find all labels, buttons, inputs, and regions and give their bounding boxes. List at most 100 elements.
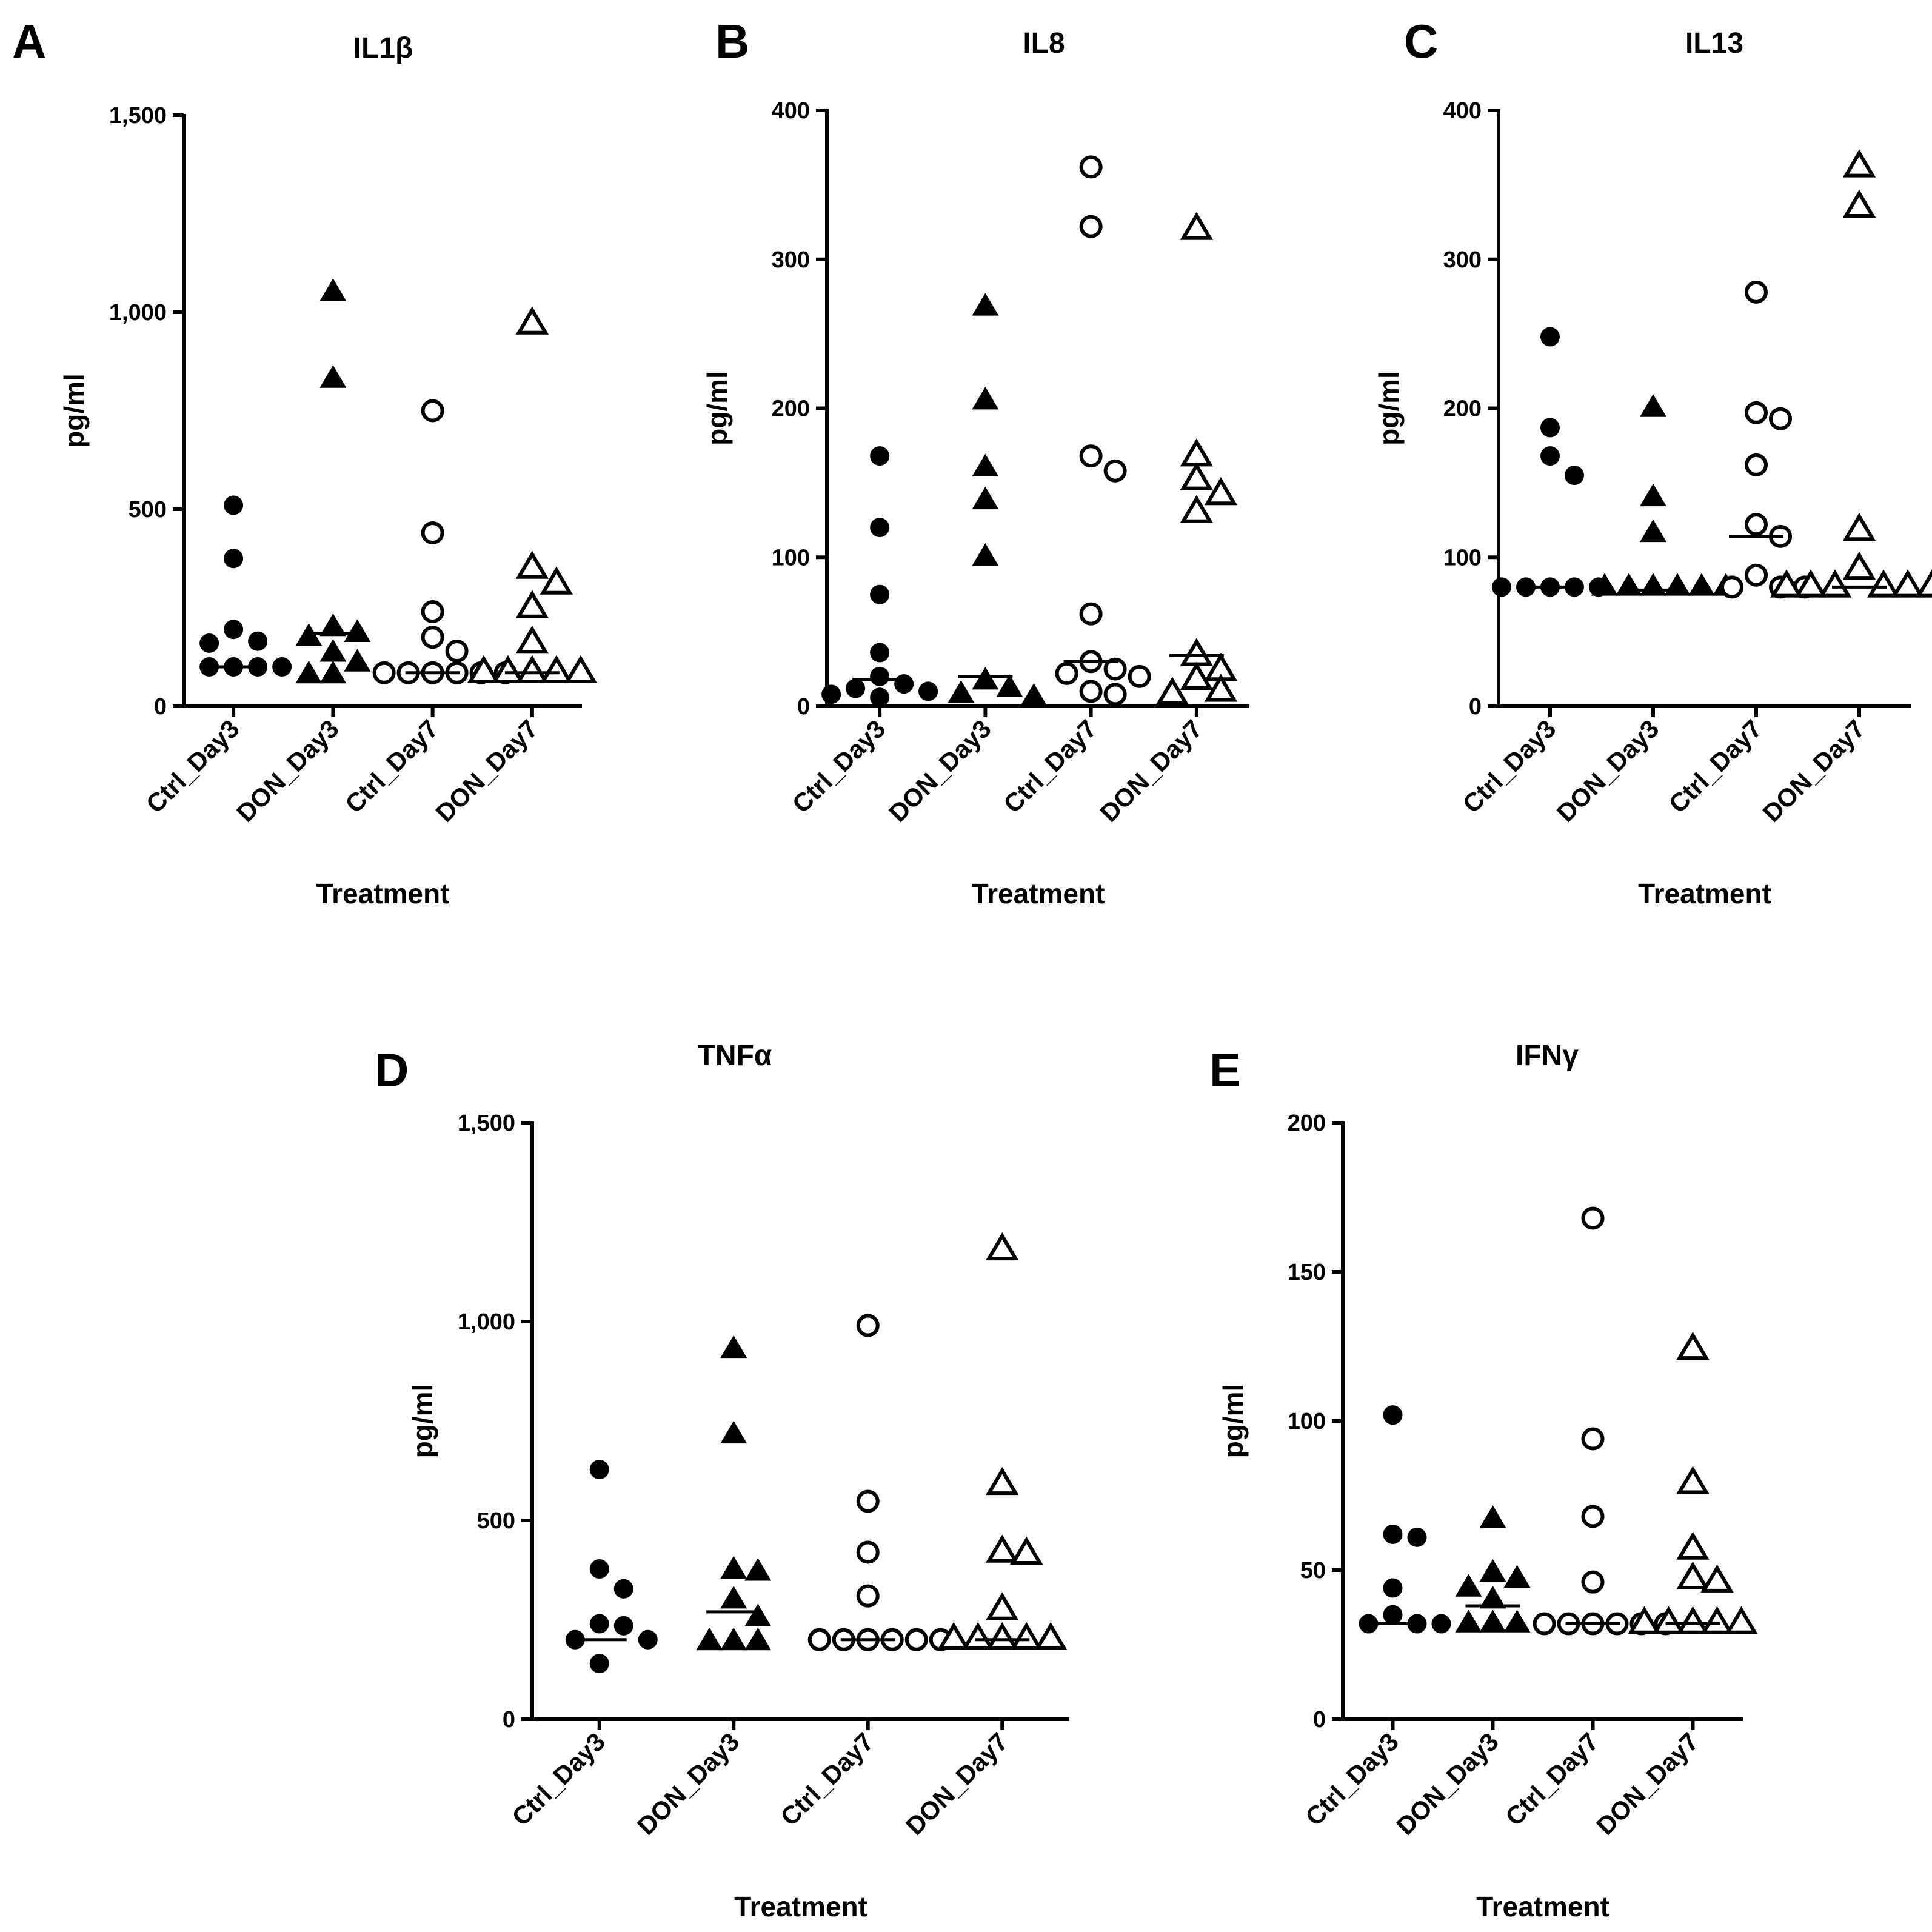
x-axis-title-e: Treatment	[1476, 1891, 1609, 1922]
data-point-c-don_day3	[1591, 573, 1618, 596]
data-point-c-ctrl_day7	[1745, 280, 1768, 304]
data-point-a-ctrl_day7	[421, 399, 444, 423]
category-label-d: DON_Day7	[900, 1727, 1014, 1840]
data-point-b-ctrl_day7	[1055, 661, 1078, 685]
data-point-e-don_day3	[1479, 1559, 1506, 1582]
data-point-b-don_day7	[1180, 495, 1214, 523]
data-point-e-ctrl_day7	[1581, 1427, 1605, 1451]
category-label-e: Ctrl_Day3	[1300, 1727, 1404, 1831]
panel-letter-d: D	[375, 1043, 409, 1097]
data-point-d-ctrl_day3	[589, 1614, 609, 1634]
category-label-b: DON_Day3	[883, 714, 997, 827]
y-tick-label-d: 1,500	[458, 1111, 515, 1136]
data-point-d-don_day7	[1010, 1622, 1043, 1651]
data-point-c-ctrl_day7	[1769, 407, 1792, 430]
chart-title-e: IFNγ	[1516, 1040, 1579, 1072]
y-tick-label-c: 300	[1443, 247, 1482, 273]
x-axis-title-b: Treatment	[972, 878, 1105, 909]
data-point-a-don_day7	[540, 655, 573, 683]
data-point-d-don_day7	[986, 1466, 1019, 1496]
data-point-c-don_day7	[1818, 569, 1852, 598]
y-tick-label-b: 100	[772, 545, 810, 570]
data-point-c-don_day3	[1640, 394, 1666, 417]
category-label-b: DON_Day7	[1094, 714, 1208, 827]
data-point-d-don_day7	[1010, 1536, 1043, 1565]
data-point-c-ctrl_day3	[1540, 327, 1560, 347]
category-label-c: Ctrl_Day3	[1457, 714, 1561, 818]
data-point-a-don_day7	[515, 655, 549, 683]
data-point-a-don_day7	[467, 655, 501, 683]
data-point-a-don_day3	[319, 639, 347, 662]
category-label-d: Ctrl_Day3	[506, 1727, 610, 1831]
data-point-c-don_day3	[1640, 573, 1666, 596]
data-point-d-don_day3	[744, 1627, 772, 1651]
data-point-a-don_day3	[295, 660, 323, 684]
data-point-a-don_day7	[515, 550, 549, 579]
data-point-e-don_day3	[1479, 1609, 1506, 1633]
data-point-a-ctrl_day7	[421, 600, 444, 623]
data-point-b-don_day7	[1155, 677, 1189, 705]
data-point-b-ctrl_day3	[870, 666, 890, 686]
y-tick-label-c: 400	[1443, 98, 1482, 124]
data-point-c-don_day3	[1616, 573, 1642, 596]
chart-title-a: IL1β	[353, 32, 413, 64]
data-point-b-ctrl_day7	[1079, 444, 1103, 468]
data-point-a-ctrl_day3	[199, 633, 219, 653]
data-point-a-ctrl_day3	[224, 549, 244, 569]
data-point-c-ctrl_day7	[1745, 563, 1768, 587]
data-point-b-ctrl_day3	[846, 678, 866, 698]
y-tick-label-b: 200	[772, 396, 810, 422]
data-point-e-don_day7	[1676, 1531, 1710, 1560]
data-point-e-don_day3	[1503, 1609, 1531, 1633]
x-axis-title-a: Treatment	[316, 878, 450, 909]
y-tick-label-e: 200	[1288, 1111, 1326, 1136]
data-point-d-ctrl_day3	[589, 1559, 609, 1579]
data-point-d-don_day7	[986, 1232, 1019, 1261]
category-label-d: DON_Day3	[632, 1727, 745, 1840]
data-point-e-don_day3	[1455, 1574, 1482, 1597]
data-point-d-don_day3	[720, 1556, 747, 1579]
data-point-e-ctrl_day3	[1407, 1527, 1427, 1547]
y-axis-title-e: pg/ml	[1217, 1384, 1249, 1459]
y-tick-label-e: 50	[1300, 1558, 1326, 1583]
data-point-d-ctrl_day7	[807, 1628, 831, 1651]
data-point-e-don_day7	[1676, 1466, 1710, 1494]
data-point-a-ctrl_day7	[372, 661, 396, 684]
y-tick-label-e: 100	[1288, 1409, 1326, 1434]
data-point-e-don_day7	[1725, 1606, 1758, 1634]
data-point-b-don_day3	[972, 486, 999, 510]
data-point-d-don_day3	[696, 1627, 723, 1651]
category-label-a: DON_Day3	[231, 714, 344, 827]
data-point-d-ctrl_day3	[589, 1654, 609, 1674]
y-axis-title-b: pg/ml	[701, 371, 733, 446]
data-point-e-don_day7	[1676, 1606, 1710, 1634]
data-point-d-ctrl_day3	[613, 1579, 633, 1599]
data-point-c-ctrl_day7	[1745, 513, 1768, 536]
data-point-c-don_day3	[1640, 519, 1666, 543]
data-point-d-don_day3	[720, 1586, 747, 1609]
data-point-b-don_day7	[1180, 661, 1214, 690]
data-point-e-don_day3	[1503, 1565, 1531, 1588]
data-point-e-ctrl_day7	[1581, 1505, 1605, 1528]
data-point-b-ctrl_day7	[1103, 459, 1127, 483]
data-point-a-ctrl_day7	[445, 640, 469, 663]
y-axis-title-d: pg/ml	[407, 1384, 438, 1459]
data-point-b-ctrl_day7	[1103, 683, 1127, 706]
category-label-b: Ctrl_Day7	[998, 714, 1102, 818]
data-point-a-don_day3	[344, 619, 371, 642]
data-point-e-ctrl_day3	[1383, 1578, 1403, 1598]
data-point-d-don_day7	[986, 1592, 1019, 1620]
x-axis-title-c: Treatment	[1638, 878, 1771, 909]
data-point-b-ctrl_day7	[1079, 680, 1103, 703]
data-point-d-ctrl_day7	[904, 1628, 928, 1651]
data-point-b-ctrl_day3	[870, 446, 890, 466]
y-tick-label-d: 1,000	[458, 1309, 515, 1335]
data-point-e-ctrl_day3	[1383, 1405, 1403, 1425]
data-point-a-don_day7	[540, 566, 573, 595]
data-point-d-ctrl_day3	[589, 1460, 609, 1480]
data-point-b-ctrl_day3	[870, 687, 890, 707]
category-label-c: DON_Day7	[1757, 714, 1871, 827]
data-point-b-ctrl_day7	[1079, 602, 1103, 626]
data-point-b-ctrl_day7	[1128, 664, 1151, 688]
